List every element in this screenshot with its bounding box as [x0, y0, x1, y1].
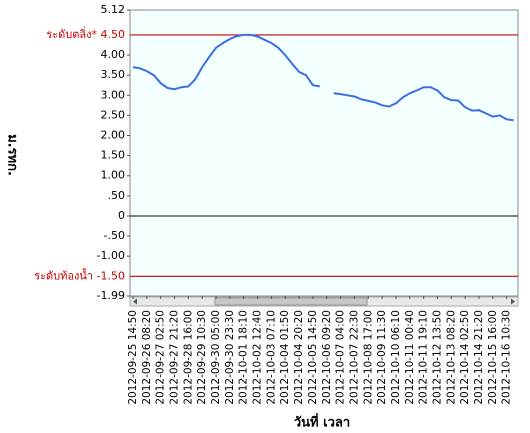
x-tick-label: 2012-09-30 23:30 [224, 310, 236, 405]
y-tick-label: 2.00 [101, 129, 126, 142]
x-tick-label: 2012-10-04 01:50 [279, 310, 291, 405]
y-tick-label: 2.50 [101, 108, 126, 121]
x-tick-label: 2012-10-13 08:20 [445, 310, 457, 405]
x-tick-label: 2012-10-10 06:10 [390, 310, 402, 405]
x-tick-label: 2012-10-14 02:50 [459, 310, 471, 405]
y-tick-label: 4.00 [101, 48, 126, 61]
scrollbar[interactable] [129, 296, 519, 307]
x-tick-label: 2012-09-30 05:00 [210, 310, 222, 405]
x-tick-label: 2012-10-16 10:30 [501, 310, 513, 405]
y-tick-label: -1.99 [97, 289, 125, 302]
y-axis-title: ม.รทก. [5, 134, 20, 176]
x-tick-label: 2012-10-12 13:50 [431, 310, 443, 405]
scroll-thumb[interactable] [214, 297, 368, 306]
x-tick-label: 2012-09-27 21:20 [169, 310, 181, 405]
reference-label: ระดับตลิ่ง* 4.50 [46, 26, 125, 41]
x-tick-label: 2012-10-07 04:00 [335, 310, 347, 405]
x-tick-label: 2012-10-11 00:40 [404, 310, 416, 405]
x-tick-label: 2012-09-27 02:50 [155, 310, 167, 405]
y-tick-label: 3.00 [101, 88, 126, 101]
x-tick-label: 2012-10-08 17:00 [362, 310, 374, 405]
x-tick-label: 2012-10-04 20:20 [293, 310, 305, 405]
x-tick-label: 2012-10-01 18:10 [238, 310, 250, 405]
plot-area [129, 9, 519, 297]
x-tick-label: 2012-10-11 19:10 [418, 310, 430, 405]
x-tick-label: 2012-10-05 14:50 [307, 310, 319, 405]
y-tick-label: -.50 [104, 229, 125, 242]
x-tick-label: 2012-10-15 16:00 [487, 310, 499, 405]
reference-label: ระดับท้องน้ำ -1.50 [34, 267, 125, 282]
x-tick-label: 2012-10-09 11:30 [376, 310, 388, 405]
y-tick-label: .50 [108, 189, 126, 202]
y-tick-label: 3.50 [101, 68, 126, 81]
x-tick-label: 2012-09-26 08:20 [141, 310, 153, 405]
x-tick-label: 2012-09-29 10:30 [196, 310, 208, 405]
y-tick-label: 1.50 [101, 149, 126, 162]
x-tick-label: 2012-10-06 09:20 [321, 310, 333, 405]
x-axis-title: วันที่ เวลา [294, 413, 350, 431]
x-tick-label: 2012-10-03 07:10 [265, 310, 277, 405]
y-tick-label: 0 [118, 209, 125, 222]
x-tick-label: 2012-09-25 14:50 [127, 310, 139, 405]
x-tick-label: 2012-10-07 22:30 [348, 310, 360, 405]
y-tick-label: 1.00 [101, 169, 126, 182]
data-line [132, 33, 514, 122]
x-tick-label: 2012-10-14 21:20 [473, 310, 485, 405]
y-tick-label: 5.12 [101, 3, 126, 16]
y-tick-label: -1.00 [97, 249, 125, 262]
x-tick-label: 2012-09-28 16:00 [182, 310, 194, 405]
x-tick-label: 2012-10-02 12:40 [252, 310, 264, 405]
